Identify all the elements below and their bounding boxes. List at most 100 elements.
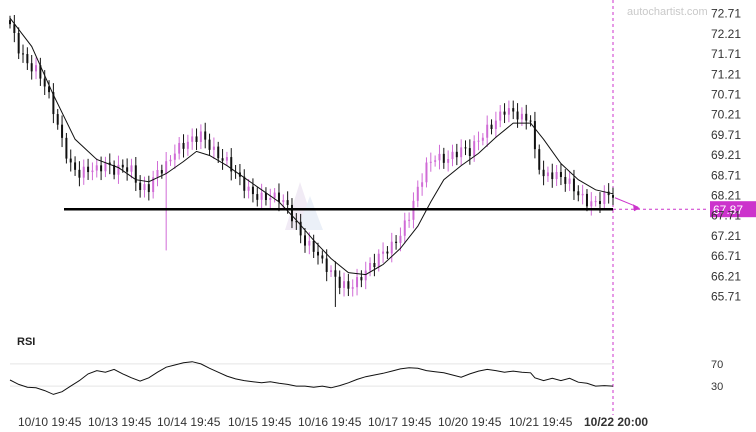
candle-body <box>564 177 567 184</box>
candle-body <box>377 253 380 268</box>
candle-body <box>403 220 406 236</box>
candle-body <box>386 251 389 254</box>
price-tick-label: 67.71 <box>711 209 741 223</box>
candle-body <box>39 65 42 79</box>
candle-body <box>421 182 424 187</box>
candle-body <box>290 204 293 222</box>
candle-body <box>542 169 545 177</box>
candle-body <box>447 159 450 163</box>
candle-body <box>169 159 172 162</box>
candle-body <box>277 192 280 203</box>
candle-body <box>499 111 502 121</box>
candle-body <box>22 53 25 55</box>
price-tick-label: 70.21 <box>711 108 741 122</box>
candle-body <box>65 137 68 159</box>
candle-body <box>160 169 163 174</box>
candle-body <box>43 78 46 87</box>
price-tick-label: 70.71 <box>711 87 741 101</box>
candle-body <box>308 240 311 246</box>
candle-body <box>577 191 580 196</box>
candle-body <box>134 165 137 183</box>
candle-body <box>520 113 523 120</box>
candle-body <box>321 255 324 259</box>
candle-body <box>455 151 458 158</box>
candle-body <box>347 281 350 289</box>
candle-body <box>30 63 33 72</box>
candle-body <box>416 186 419 201</box>
candle-body <box>303 235 306 246</box>
candle-body <box>247 186 250 191</box>
candle-body <box>243 176 246 191</box>
price-tick-label: 71.71 <box>711 47 741 61</box>
candle-body <box>143 184 146 191</box>
candle-body <box>395 241 398 244</box>
candle-body <box>9 20 11 25</box>
candle-body <box>468 148 471 156</box>
candle-body <box>555 172 558 180</box>
candle-body <box>490 124 493 130</box>
price-tick-label: 69.71 <box>711 128 741 142</box>
candle-body <box>17 32 20 54</box>
candle-body <box>408 219 411 221</box>
candle-body <box>299 221 302 236</box>
candle-body <box>256 194 259 200</box>
price-tick-label: 72.21 <box>711 27 741 41</box>
rsi-line <box>9 361 614 395</box>
candle-body <box>156 169 159 178</box>
candle-body <box>494 120 497 130</box>
candle-body <box>507 108 510 115</box>
time-tick-label: 10/14 19:45 <box>157 415 221 429</box>
candle-body <box>225 157 228 161</box>
candle-body <box>221 158 224 161</box>
candle-body <box>286 200 289 205</box>
candle-body <box>82 166 85 178</box>
candle-body <box>533 121 536 150</box>
candle-body <box>208 139 211 150</box>
candle-body <box>264 192 267 201</box>
candle-body <box>56 114 59 125</box>
candle-body <box>139 182 142 191</box>
candle-body <box>260 192 263 200</box>
candle-body <box>13 24 16 33</box>
candle-body <box>390 241 393 254</box>
candle-body <box>251 186 254 195</box>
candle-body <box>546 172 549 177</box>
candle-body <box>442 153 445 163</box>
candle-body <box>351 287 354 289</box>
price-tick-label: 67.21 <box>711 229 741 243</box>
candle-body <box>186 141 189 149</box>
candle-body <box>460 147 463 158</box>
time-tick-label: 10/10 19:45 <box>18 415 82 429</box>
candle-body <box>212 146 215 150</box>
candle-body <box>612 195 614 198</box>
candle-body <box>607 191 610 196</box>
time-tick-label: 10/20 19:45 <box>438 415 502 429</box>
candle-body <box>269 197 272 201</box>
candle-body <box>178 142 181 154</box>
candle-body <box>95 165 98 171</box>
candle-body <box>594 201 597 203</box>
candle-body <box>364 270 367 281</box>
candle-body <box>538 149 541 170</box>
candle-body <box>481 137 484 141</box>
candle-body <box>317 251 320 256</box>
time-tick-label: 10/15 19:45 <box>228 415 292 429</box>
candle-body <box>61 124 64 138</box>
rsi-title: RSI <box>17 336 35 348</box>
price-tick-label: 68.71 <box>711 168 741 182</box>
time-tick-label: 10/22 20:00 <box>584 415 648 429</box>
candle-body <box>516 111 519 120</box>
candle-body <box>477 140 480 142</box>
candle-body <box>399 235 402 244</box>
candle-body <box>325 258 328 272</box>
support-level-value: 67.87 <box>713 203 743 217</box>
candle-body <box>572 178 575 192</box>
candle-body <box>473 141 476 156</box>
candle-body <box>126 167 129 172</box>
candle-body <box>230 157 233 172</box>
candle-body <box>312 240 315 252</box>
candle-body <box>204 131 207 140</box>
candle-body <box>603 191 606 204</box>
forecast-arrow-head <box>633 204 640 212</box>
candle-body <box>429 161 432 163</box>
